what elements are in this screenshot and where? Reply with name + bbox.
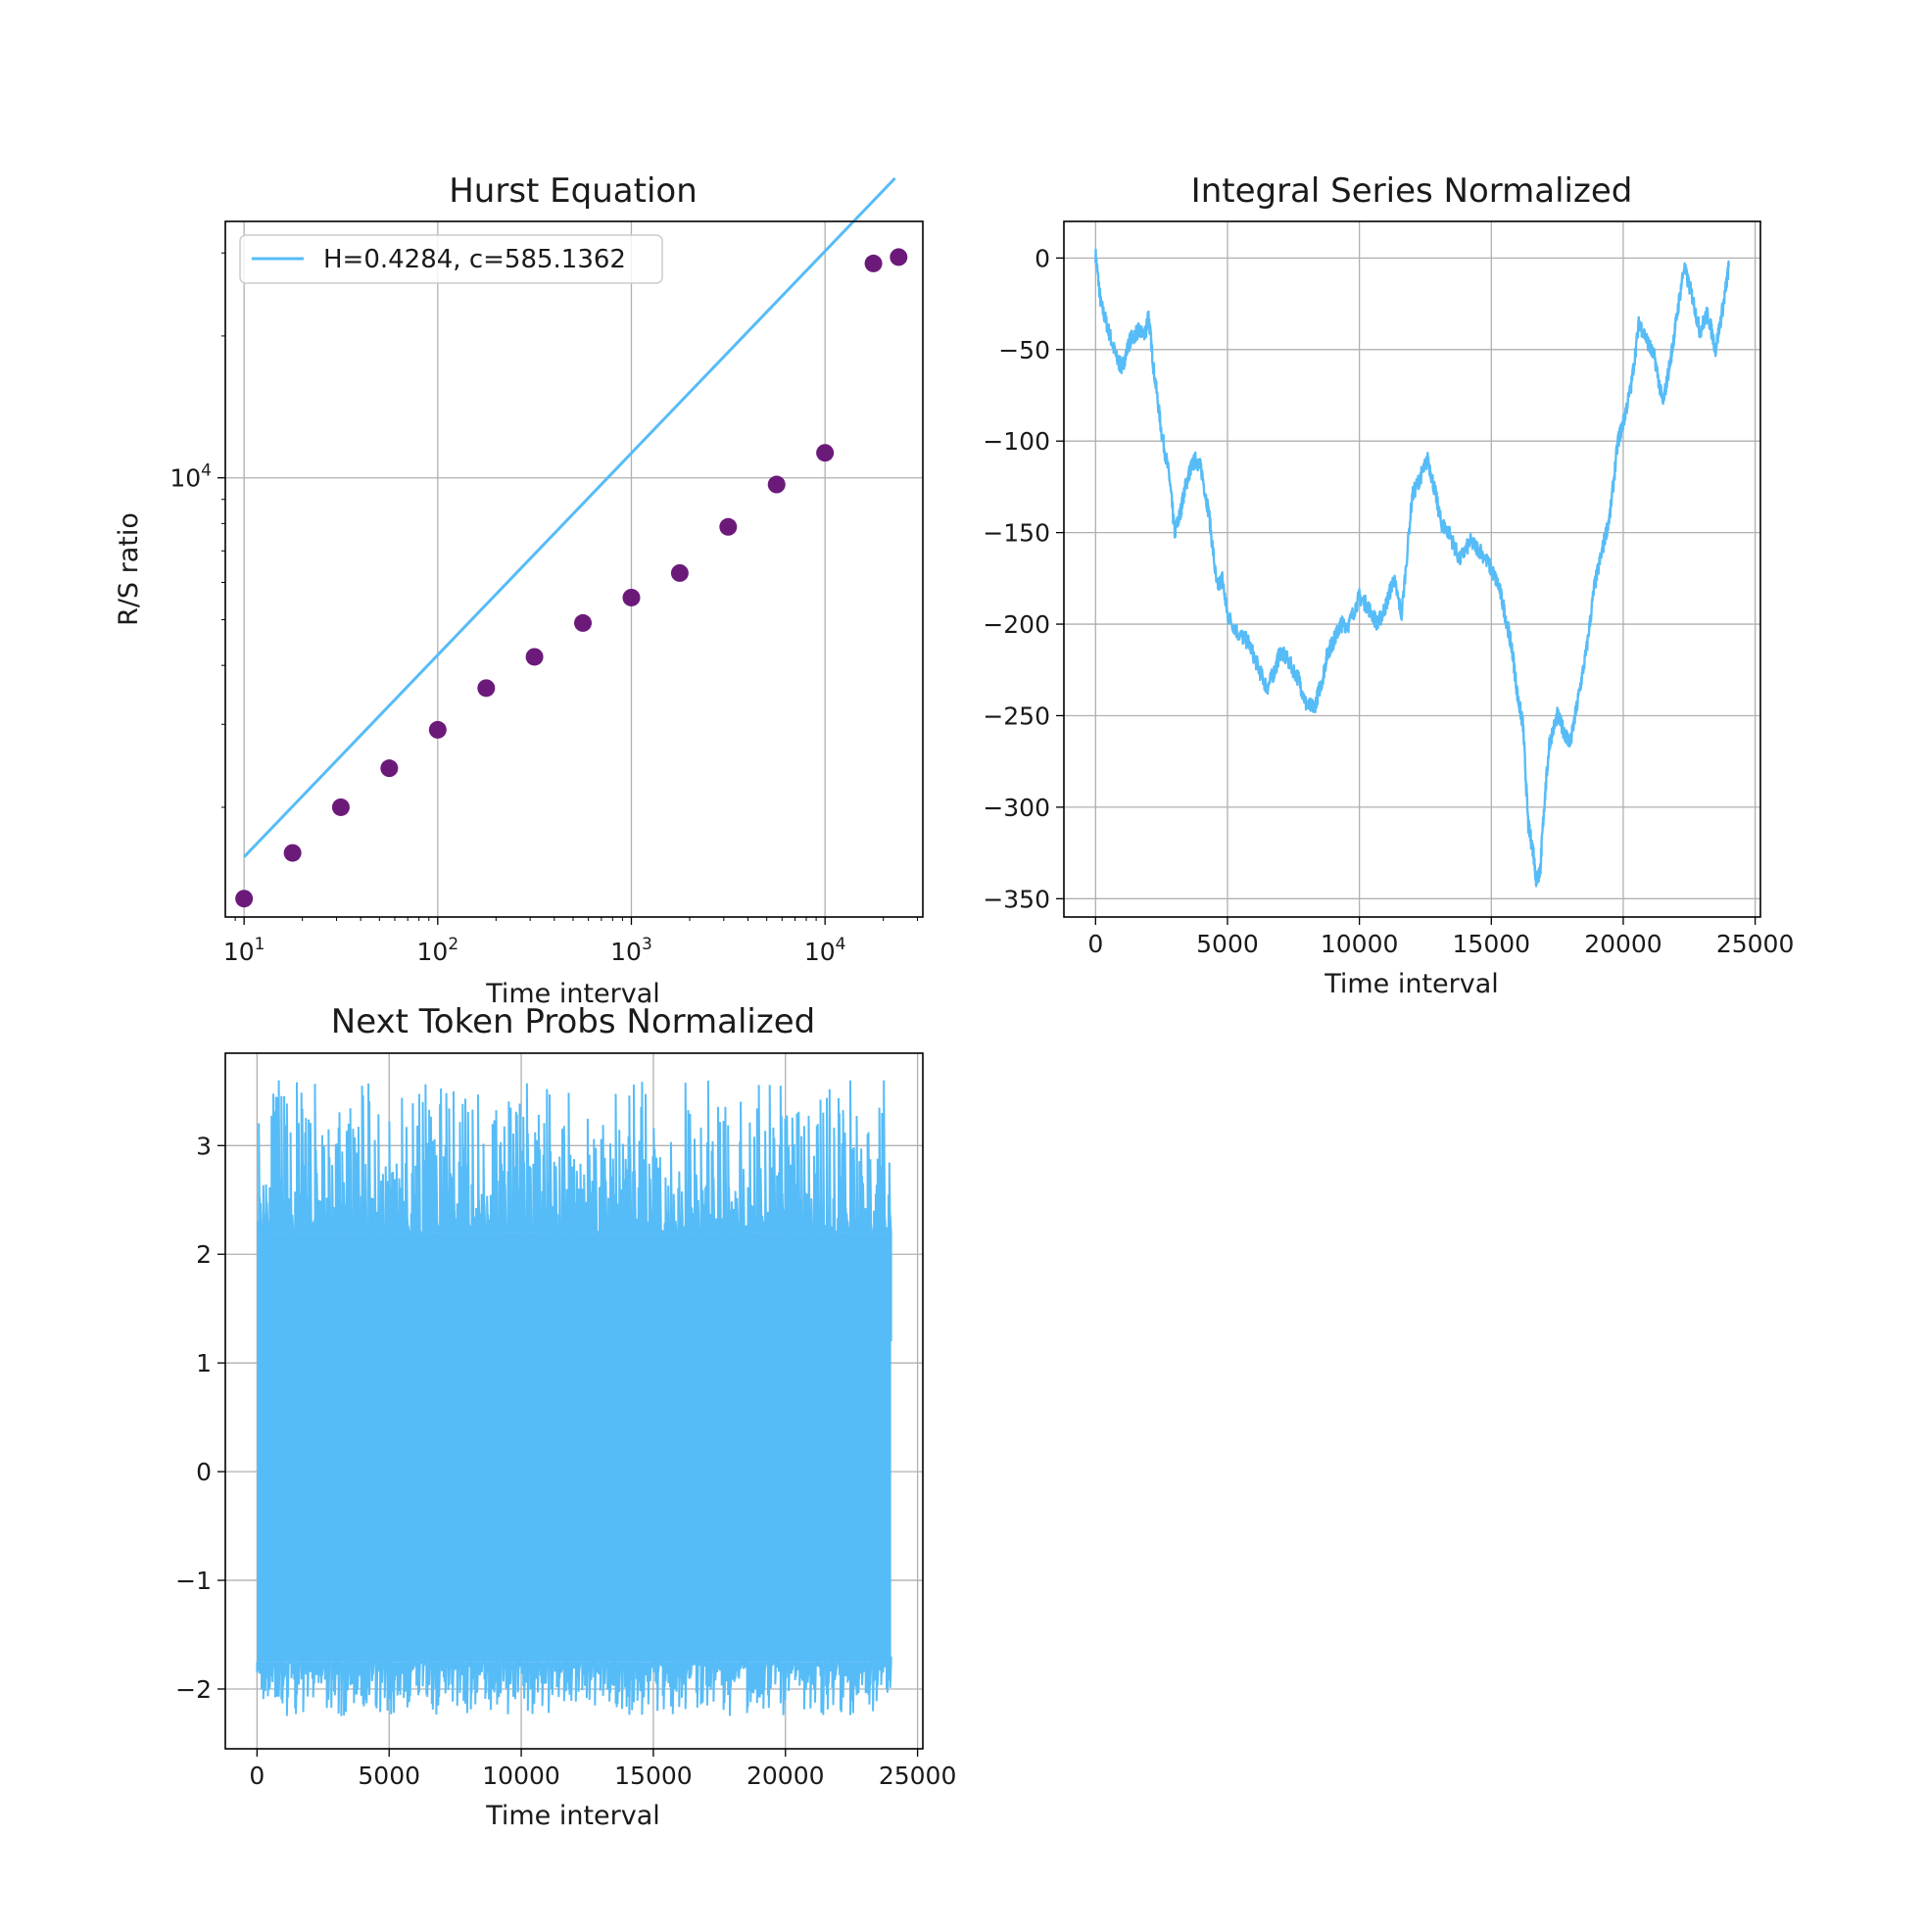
integral-x-tick-label: 20000: [1584, 930, 1662, 958]
nexttoken-y-ticks: −2 −1 0 1 2 3: [175, 1132, 225, 1704]
integral-series-path: [1094, 248, 1730, 888]
nexttoken-panel: Next Token Probs Normalized 0 5000 10000 15…: [175, 1002, 956, 1831]
nexttoken-axes-frame: [224, 1052, 924, 1750]
hurst-points: [235, 248, 908, 908]
integral-y-tick-label: −50: [998, 336, 1050, 364]
hurst-ylabel: R/S ratio: [114, 512, 144, 626]
hurst-x-tick-label-exp: 3: [642, 935, 652, 954]
hurst-x-tick-label: 102: [417, 935, 459, 966]
hurst-data-point: [890, 248, 908, 266]
integral-panel: Integral Series Normalized 0 5000 10000 150…: [983, 171, 1794, 999]
integral-y-tick-label: −200: [983, 610, 1050, 639]
integral-grid: [1064, 221, 1760, 917]
hurst-x-tick-label: 101: [223, 935, 265, 966]
hurst-data-point: [380, 759, 399, 778]
hurst-x-tick-label-exp: 1: [255, 935, 265, 954]
hurst-x-tick-label-exp: 4: [836, 935, 846, 954]
integral-x-tick-label: 10000: [1321, 930, 1399, 958]
integral-x-tick-label: 25000: [1716, 930, 1795, 958]
hurst-y-tick-label-base: 10: [169, 464, 201, 493]
integral-y-tick-label: −350: [983, 885, 1050, 913]
nexttoken-x-ticks: 0 5000 10000 15000 20000 25000: [249, 1749, 956, 1790]
integral-y-ticks: 0 −50 −100 −150 −200 −250 −300 −350: [983, 244, 1064, 913]
nexttoken-x-tick-label: 5000: [358, 1762, 420, 1790]
nexttoken-y-tick-label: 0: [196, 1458, 212, 1486]
hurst-data-point: [235, 890, 254, 908]
hurst-x-tick-label: 103: [610, 935, 652, 966]
hurst-data-point: [331, 797, 350, 816]
hurst-data-point: [767, 475, 786, 494]
integral-axes-frame: [1063, 220, 1761, 918]
hurst-data-point: [719, 517, 738, 536]
hurst-x-tick-label: 104: [804, 935, 846, 966]
hurst-x-tick-label-base: 10: [223, 938, 255, 966]
hurst-x-tick-label-base: 10: [804, 938, 836, 966]
hurst-panel: Hurst Equation 101 102 103 104 104 Time int…: [114, 171, 924, 1009]
nexttoken-y-tick-label: 2: [196, 1240, 212, 1269]
hurst-y-tick-label-exp: 4: [201, 461, 212, 481]
nexttoken-y-tick-label: 3: [196, 1132, 212, 1160]
hurst-x-ticks: 101 102 103 104: [223, 917, 846, 966]
hurst-xlabel: Time interval: [485, 979, 660, 1009]
integral-y-tick-label: −150: [983, 519, 1050, 548]
hurst-data-point: [864, 254, 883, 272]
nexttoken-y-tick-label: −2: [175, 1675, 212, 1704]
hurst-x-tick-label-base: 10: [417, 938, 449, 966]
integral-y-tick-label: −250: [983, 701, 1050, 730]
integral-title: Integral Series Normalized: [1191, 171, 1633, 211]
nexttoken-series-body: [257, 1232, 891, 1663]
hurst-data-point: [622, 588, 641, 606]
hurst-minor-ticks: [221, 252, 918, 921]
nexttoken-x-tick-label: 0: [249, 1762, 265, 1790]
hurst-y-tick-label: 104: [169, 461, 212, 493]
integral-x-tick-label: 5000: [1196, 930, 1259, 958]
hurst-data-point: [477, 679, 496, 698]
integral-x-tick-label: 15000: [1453, 930, 1531, 958]
integral-x-ticks: 0 5000 10000 15000 20000 25000: [1087, 917, 1794, 958]
hurst-grid: [225, 221, 923, 917]
hurst-data-point: [670, 563, 689, 582]
nexttoken-y-tick-label: 1: [196, 1349, 212, 1377]
hurst-x-tick-label-base: 10: [610, 938, 642, 966]
integral-y-tick-label: −100: [983, 427, 1050, 456]
nexttoken-series-line: [256, 1080, 892, 1716]
nexttoken-upper-spikes: [257, 1080, 892, 1341]
legend-box: [239, 234, 663, 284]
hurst-data-point: [816, 444, 835, 462]
legend-label: H=0.4284, c=585.1362: [323, 245, 626, 274]
nexttoken-y-tick-label: −1: [175, 1567, 212, 1595]
hurst-fit-segment: [243, 176, 896, 858]
integral-series-line: [1094, 248, 1730, 888]
integral-y-tick-label: −300: [983, 794, 1050, 822]
nexttoken-x-tick-label: 10000: [482, 1762, 560, 1790]
nexttoken-title: Next Token Probs Normalized: [331, 1002, 815, 1041]
hurst-x-tick-label-exp: 2: [448, 935, 458, 954]
nexttoken-x-tick-label: 15000: [614, 1762, 693, 1790]
hurst-y-ticks: 104: [169, 461, 225, 493]
nexttoken-x-tick-label: 20000: [746, 1762, 825, 1790]
integral-y-tick-label: 0: [1035, 244, 1050, 272]
nexttoken-lower-spikes: [256, 1656, 892, 1716]
hurst-title: Hurst Equation: [449, 171, 698, 211]
integral-x-tick-label: 0: [1087, 930, 1103, 958]
hurst-data-point: [428, 720, 447, 739]
hurst-data-point: [283, 844, 302, 862]
hurst-legend: H=0.4284, c=585.1362: [239, 234, 663, 284]
hurst-data-point: [574, 613, 593, 632]
nexttoken-x-tick-label: 25000: [879, 1762, 957, 1790]
integral-xlabel: Time interval: [1324, 969, 1499, 999]
hurst-axes-frame: [224, 220, 924, 918]
hurst-data-point: [525, 648, 544, 666]
nexttoken-xlabel: Time interval: [485, 1801, 660, 1831]
hurst-fit-line: [243, 176, 896, 858]
